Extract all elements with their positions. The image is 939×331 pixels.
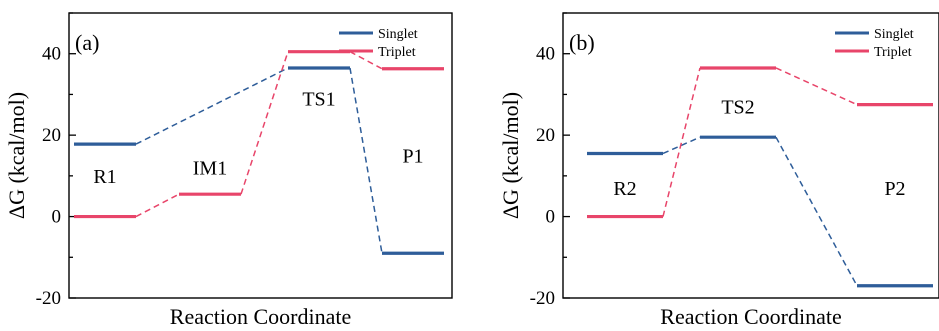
triplet-connector (240, 51, 289, 195)
state-label: R1 (93, 166, 116, 188)
state-label: P1 (402, 146, 423, 168)
y-tick-label: 0 (546, 207, 556, 228)
state-label: TS2 (721, 97, 754, 119)
singlet-connector (349, 67, 383, 254)
legend-label-singlet: Singlet (378, 27, 418, 42)
y-axis-label: ΔG (kcal/mol) (498, 92, 523, 219)
triplet-connector (349, 51, 383, 70)
chart-panel-b: -20 0 20 40 Reaction Coordinate ΔG (kcal/mol)… (498, 12, 939, 329)
y-tick-label: 20 (536, 125, 555, 146)
x-axis-label: Reaction Coordinate (170, 304, 351, 329)
y-tick-label: 40 (536, 44, 555, 65)
singlet-connector (135, 67, 289, 145)
state-label: R2 (613, 178, 636, 200)
triplet-connector (662, 67, 701, 217)
y-tick-label: 20 (42, 125, 61, 146)
triplet-connector (135, 193, 180, 218)
panel-label: (a) (75, 30, 99, 55)
y-tick-label: -20 (36, 288, 61, 309)
y-tick-label: -20 (530, 288, 555, 309)
legend-label-triplet: Triplet (378, 45, 416, 60)
y-axis-label: ΔG (kcal/mol) (4, 92, 29, 219)
state-label: TS1 (302, 89, 335, 111)
chart-panel-a: -20 0 20 40 Reaction Coordinate ΔG (kcal/mol)… (4, 12, 453, 329)
triplet-connector (775, 67, 858, 106)
legend-label-singlet: Singlet (874, 27, 914, 42)
state-label: P2 (884, 178, 905, 200)
x-axis-label: Reaction Coordinate (660, 304, 841, 329)
plot-frame (68, 12, 453, 299)
plot-frame (562, 12, 939, 299)
y-tick-label: 40 (42, 44, 61, 65)
legend-label-triplet: Triplet (874, 45, 912, 60)
state-label: IM1 (193, 158, 227, 180)
singlet-connector (775, 136, 858, 287)
y-tick-label: 0 (52, 207, 62, 228)
panel-label: (b) (569, 30, 595, 55)
